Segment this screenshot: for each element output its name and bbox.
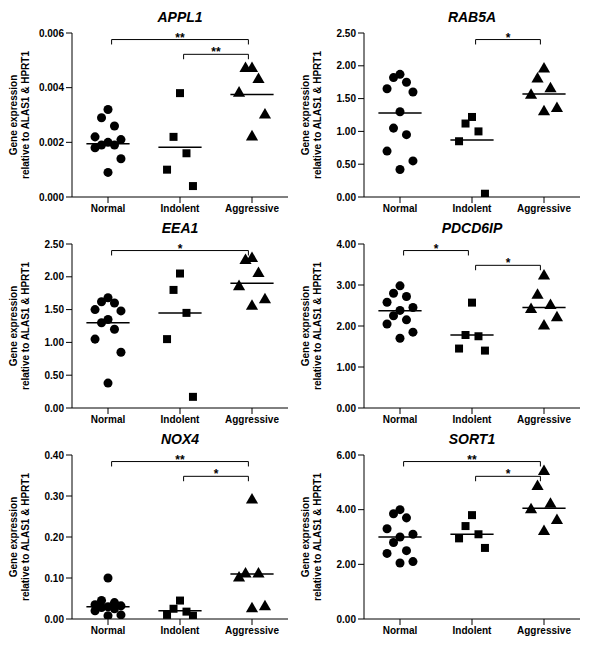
html-text:SORT1: SORT1 — [448, 431, 496, 447]
html-text:Gene expression: Gene expression — [8, 285, 19, 367]
html-text:relative to ALAS1 & HPRT1: relative to ALAS1 & HPRT1 — [20, 473, 31, 601]
svg-text:2.00: 2.00 — [337, 321, 357, 332]
svg-text:Indolent: Indolent — [453, 203, 493, 214]
svg-text:0.00: 0.00 — [337, 192, 357, 203]
svg-text:2.50: 2.50 — [337, 28, 357, 39]
svg-text:0.20: 0.20 — [45, 532, 65, 543]
svg-text:Aggressive: Aggressive — [225, 625, 279, 636]
svg-text:6.00: 6.00 — [337, 450, 357, 461]
html-text:relative to ALAS1 & HPRT1: relative to ALAS1 & HPRT1 — [20, 51, 31, 179]
html-text:Gene expression: Gene expression — [300, 74, 311, 156]
svg-text:Indolent: Indolent — [453, 414, 493, 425]
svg-text:0.00: 0.00 — [337, 403, 357, 414]
svg-text:*: * — [178, 242, 183, 256]
svg-text:Normal: Normal — [383, 625, 418, 636]
html-text:Gene expression: Gene expression — [300, 496, 311, 578]
svg-text:0.000: 0.000 — [39, 192, 64, 203]
svg-text:Indolent: Indolent — [453, 625, 493, 636]
html-text:Gene expression: Gene expression — [8, 496, 19, 578]
svg-text:Indolent: Indolent — [161, 625, 201, 636]
svg-text:1.00: 1.00 — [45, 337, 65, 348]
svg-text:1.00: 1.00 — [337, 362, 357, 373]
svg-text:0.00: 0.00 — [337, 614, 357, 625]
svg-text:Indolent: Indolent — [161, 414, 201, 425]
svg-text:Normal: Normal — [383, 414, 418, 425]
svg-text:*: * — [506, 31, 511, 45]
svg-text:Aggressive: Aggressive — [225, 414, 279, 425]
svg-text:0.50: 0.50 — [337, 159, 357, 170]
html-text:Gene expression: Gene expression — [300, 285, 311, 367]
html-text:relative to ALAS1 & HPRT1: relative to ALAS1 & HPRT1 — [312, 51, 323, 179]
svg-text:0.10: 0.10 — [45, 573, 65, 584]
html-text:Gene expression: Gene expression — [8, 74, 19, 156]
svg-text:0.004: 0.004 — [39, 82, 64, 93]
svg-text:0.002: 0.002 — [39, 137, 64, 148]
svg-text:Aggressive: Aggressive — [517, 203, 571, 214]
html-text:relative to ALAS1 & HPRT1: relative to ALAS1 & HPRT1 — [312, 473, 323, 601]
svg-text:Normal: Normal — [91, 203, 126, 214]
svg-text:0.30: 0.30 — [45, 491, 65, 502]
svg-text:1.00: 1.00 — [337, 126, 357, 137]
html-text:RAB5A: RAB5A — [447, 9, 497, 25]
svg-text:**: ** — [467, 453, 477, 467]
svg-text:*: * — [434, 242, 439, 256]
html-text:APPL1: APPL1 — [157, 9, 203, 25]
svg-text:4.00: 4.00 — [337, 504, 357, 515]
svg-text:Indolent: Indolent — [161, 203, 201, 214]
svg-text:0.40: 0.40 — [45, 450, 65, 461]
svg-text:*: * — [506, 256, 511, 270]
svg-text:2.00: 2.00 — [337, 559, 357, 570]
svg-text:**: ** — [175, 453, 185, 467]
svg-text:Aggressive: Aggressive — [517, 625, 571, 636]
html-text:EEA1: EEA1 — [161, 220, 199, 236]
svg-text:1.50: 1.50 — [337, 93, 357, 104]
svg-text:Normal: Normal — [91, 414, 126, 425]
svg-text:**: ** — [175, 31, 185, 45]
svg-text:0.00: 0.00 — [45, 614, 65, 625]
svg-text:Normal: Normal — [91, 625, 126, 636]
svg-text:*: * — [214, 467, 219, 481]
svg-text:0.50: 0.50 — [45, 370, 65, 381]
svg-text:2.00: 2.00 — [337, 60, 357, 71]
html-text:relative to ALAS1 & HPRT1: relative to ALAS1 & HPRT1 — [20, 262, 31, 390]
svg-text:Normal: Normal — [383, 203, 418, 214]
svg-text:Aggressive: Aggressive — [225, 203, 279, 214]
html-text:NOX4: NOX4 — [160, 431, 200, 447]
svg-text:1.50: 1.50 — [45, 304, 65, 315]
svg-text:*: * — [506, 467, 511, 481]
html-text:relative to ALAS1 & HPRT1: relative to ALAS1 & HPRT1 — [312, 262, 323, 390]
svg-text:2.50: 2.50 — [45, 239, 65, 250]
html-text:PDCD6IP: PDCD6IP — [441, 220, 503, 236]
svg-text:4.00: 4.00 — [337, 239, 357, 250]
svg-text:**: ** — [211, 45, 221, 59]
svg-text:2.00: 2.00 — [45, 271, 65, 282]
svg-text:Aggressive: Aggressive — [517, 414, 571, 425]
svg-text:0.00: 0.00 — [45, 403, 65, 414]
svg-text:3.00: 3.00 — [337, 280, 357, 291]
svg-text:0.006: 0.006 — [39, 28, 64, 39]
